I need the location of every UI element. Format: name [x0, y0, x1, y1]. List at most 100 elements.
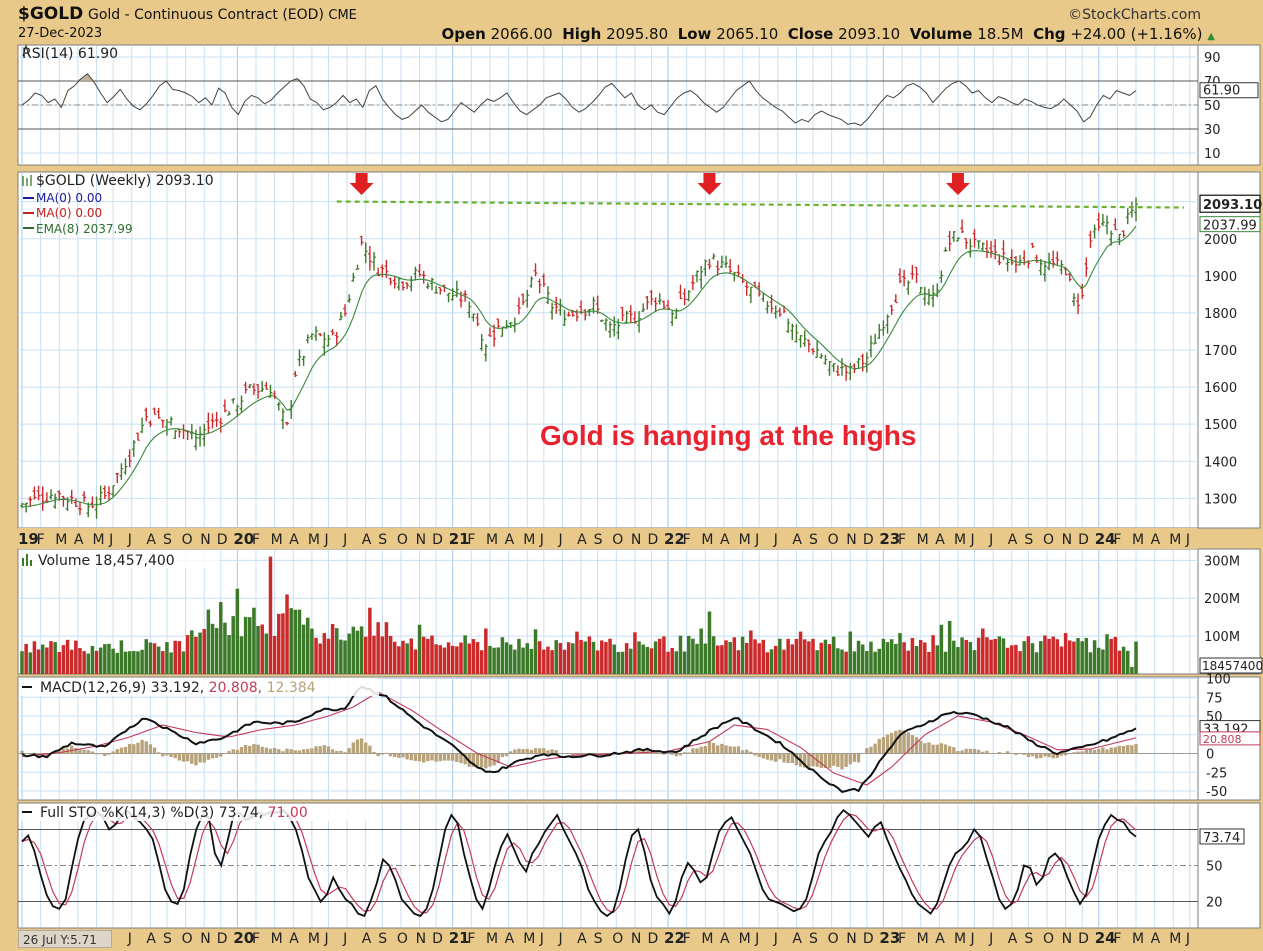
volume-bar	[711, 636, 716, 674]
x-axis-label-bottom: 21	[449, 929, 470, 947]
macd-histogram-bar	[181, 753, 186, 762]
macd-histogram-bar	[401, 753, 405, 758]
volume-bar	[413, 649, 418, 674]
macd-tick-label: -25	[1206, 766, 1227, 781]
macd-histogram-bar	[678, 753, 683, 756]
macd-histogram-bar	[351, 742, 355, 754]
volume-bar	[256, 625, 260, 674]
volume-bar	[923, 642, 927, 674]
volume-bar	[1039, 641, 1043, 674]
volume-bar	[1101, 649, 1105, 674]
macd-histogram-bar	[256, 744, 260, 754]
instrument-name: Gold - Continuous Contract (EOD) CME	[88, 7, 357, 23]
close-value-box	[1199, 194, 1261, 213]
volume-bar	[952, 640, 956, 674]
x-axis-label: O	[1043, 532, 1054, 548]
open-label: Open	[441, 25, 486, 43]
volume-bar	[417, 624, 422, 674]
volume-bar	[575, 631, 579, 674]
macd-histogram-bar	[836, 753, 840, 767]
macd-histogram-bar	[840, 753, 844, 770]
macd-histogram-bar	[169, 753, 173, 757]
price-tick-label: 1900	[1204, 270, 1237, 285]
chart-annotation: Gold is hanging at the highs	[540, 420, 916, 451]
x-axis-label: A	[289, 532, 299, 548]
x-axis-label-bottom: J	[557, 931, 562, 947]
volume-bar	[645, 646, 650, 674]
macd-histogram-bar	[790, 753, 794, 764]
volume-bar	[1026, 636, 1031, 674]
volume-bar	[616, 651, 621, 674]
x-axis-label-bottom: J	[970, 931, 975, 947]
volume-bar	[94, 650, 99, 674]
macd-histogram-bar	[94, 753, 99, 755]
x-axis-label: M	[55, 532, 67, 548]
macd-histogram-bar	[976, 749, 981, 754]
volume-bar	[885, 642, 890, 674]
macd-histogram-bar	[99, 753, 103, 755]
macd-histogram-bar	[1063, 753, 1068, 756]
macd-histogram-bar	[803, 753, 807, 768]
x-axis-label: M	[308, 532, 320, 548]
macd-histogram-bar	[459, 753, 463, 764]
macd-histogram-bar	[786, 753, 790, 764]
volume-bar	[459, 642, 463, 674]
volume-bar	[36, 649, 41, 674]
price-tick-label: 1800	[1204, 307, 1237, 322]
volume-bar	[662, 636, 666, 674]
volume-bar	[359, 626, 364, 674]
chg-value: +24.00 (+1.16%)	[1070, 25, 1203, 43]
volume-bar	[318, 643, 322, 674]
macd-histogram-bar	[550, 749, 554, 754]
macd-signal-line	[21, 691, 1137, 786]
x-axis-label-bottom: J	[127, 931, 132, 947]
x-axis-label-bottom: S	[594, 931, 603, 947]
ema-value-label: 2037.99	[1203, 219, 1257, 234]
volume-bar	[591, 641, 596, 674]
macd-histogram-bar	[355, 739, 360, 754]
macd-histogram-bar	[206, 753, 211, 760]
macd-histogram-bar	[289, 749, 293, 754]
macd-histogram-bar	[637, 749, 641, 754]
volume-bar	[852, 651, 857, 674]
macd-histogram-bar	[268, 748, 273, 754]
macd-histogram-bar	[173, 753, 177, 759]
volume-bar	[343, 640, 347, 674]
macd-histogram-bar	[753, 753, 757, 756]
macd-histogram-bar	[202, 753, 206, 763]
x-axis-label-bottom: N	[200, 931, 210, 947]
volume-bar	[103, 644, 107, 674]
price-tick-label: 1300	[1204, 492, 1237, 507]
volume-bar	[297, 609, 302, 674]
macd-legend-main: MACD(12,26,9) 33.192,	[40, 680, 209, 696]
macd-histogram-bar	[898, 729, 902, 754]
volume-bar	[960, 637, 964, 674]
volume-bar	[181, 651, 186, 674]
x-axis-label: N	[631, 532, 641, 548]
exchange-label: CME	[328, 8, 357, 23]
volume-bar	[811, 638, 815, 674]
volume-bar	[782, 649, 786, 674]
macd-histogram-bar	[1047, 753, 1051, 758]
x-axis-label: D	[863, 532, 874, 548]
x-axis-label: A	[577, 532, 587, 548]
x-axis-label: F	[467, 532, 475, 548]
macd-histogram-bar	[318, 746, 322, 754]
macd-histogram-bar	[190, 753, 194, 764]
volume-bar	[488, 645, 492, 674]
volume-bar	[235, 588, 240, 674]
volume-bar	[794, 638, 799, 674]
volume-bar	[484, 628, 488, 674]
volume-bar	[368, 607, 372, 674]
macd-legend-signal: 20.808,	[209, 680, 267, 696]
volume-bar	[1018, 651, 1022, 674]
macd-histogram-bar	[658, 752, 662, 754]
volume-bar	[1113, 636, 1118, 674]
x-axis-label-bottom: F	[252, 931, 260, 947]
x-axis-label: S	[163, 532, 172, 548]
x-axis-label-bottom: 22	[664, 929, 685, 947]
volume-bar	[964, 640, 968, 674]
macd-histogram-bar	[343, 752, 347, 754]
macd-histogram-bar	[923, 743, 927, 754]
